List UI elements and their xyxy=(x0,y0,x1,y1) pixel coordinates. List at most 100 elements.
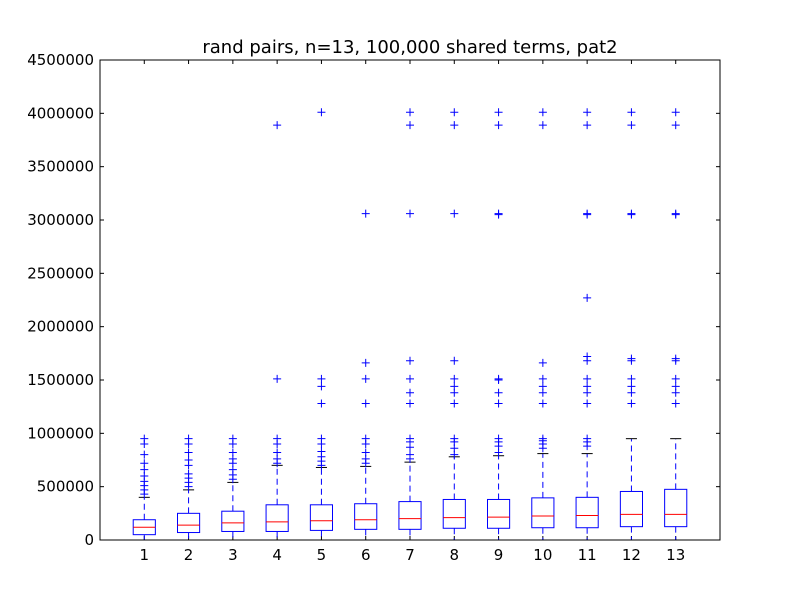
outlier-marker xyxy=(450,108,459,117)
outlier-marker xyxy=(361,448,370,457)
box-iqr xyxy=(442,498,466,529)
y-tick-label: 1000000 xyxy=(27,424,94,442)
outlier-marker xyxy=(671,209,680,218)
outlier-marker xyxy=(627,374,636,383)
outlier-marker xyxy=(583,374,592,383)
box-iqr xyxy=(221,510,245,532)
outlier-marker xyxy=(228,448,237,457)
outlier-marker xyxy=(273,374,282,383)
outlier-marker xyxy=(361,374,370,383)
outlier-marker xyxy=(317,399,326,408)
outlier-marker xyxy=(140,450,149,459)
x-tick-label: 4 xyxy=(272,546,282,564)
plot-area: 0 500000 1000000 1500000 2000000 2500000 30000… xyxy=(27,51,720,564)
outlier-marker xyxy=(406,121,414,130)
outlier-marker xyxy=(317,447,326,456)
outlier-marker xyxy=(406,388,414,397)
x-tick-label: 2 xyxy=(184,546,194,564)
outlier-marker xyxy=(450,434,459,443)
outlier-marker xyxy=(538,382,547,391)
outlier-marker xyxy=(494,108,503,117)
outlier-marker xyxy=(671,399,680,408)
y-tick-label: 500000 xyxy=(37,478,94,496)
box-iqr xyxy=(531,497,555,529)
outlier-marker xyxy=(538,374,547,383)
outlier-marker xyxy=(583,209,592,218)
box-iqr xyxy=(398,501,422,530)
outlier-marker xyxy=(406,434,414,443)
outlier-marker xyxy=(627,354,636,363)
y-tick-label: 3000000 xyxy=(27,211,94,229)
outlier-marker xyxy=(317,374,326,383)
outlier-marker xyxy=(317,108,326,117)
outlier-marker xyxy=(671,121,680,130)
outlier-marker xyxy=(361,434,370,443)
outlier-marker xyxy=(538,434,547,443)
box-iqr xyxy=(664,488,688,528)
outlier-marker xyxy=(538,121,547,130)
outlier-marker xyxy=(450,121,459,130)
outlier-marker xyxy=(494,374,503,383)
outlier-marker xyxy=(184,456,193,464)
outlier-marker xyxy=(583,434,592,443)
outlier-marker xyxy=(450,209,459,218)
outlier-marker xyxy=(583,121,592,130)
outlier-marker xyxy=(494,399,503,408)
outlier-marker xyxy=(406,108,414,117)
outlier-marker xyxy=(671,382,680,391)
x-tick-label: 6 xyxy=(361,546,371,564)
x-tick-label: 12 xyxy=(622,546,641,564)
outlier-marker xyxy=(583,399,592,408)
outlier-marker xyxy=(627,108,636,117)
y-tick-label: 0 xyxy=(84,531,94,549)
outlier-marker xyxy=(450,374,459,383)
outlier-marker xyxy=(273,434,282,443)
outlier-marker xyxy=(538,399,547,408)
y-tick-label: 4000000 xyxy=(27,104,94,122)
y-tick-label: 2500000 xyxy=(27,264,94,282)
outlier-marker xyxy=(671,354,680,363)
x-tick-label: 13 xyxy=(666,546,685,564)
x-tick-label: 8 xyxy=(450,546,460,564)
outlier-marker xyxy=(671,374,680,383)
outlier-marker xyxy=(140,434,149,443)
outlier-marker xyxy=(361,209,370,218)
outlier-marker xyxy=(450,356,459,365)
outlier-marker xyxy=(538,358,547,367)
outlier-marker xyxy=(273,448,282,457)
outlier-marker xyxy=(627,382,636,391)
x-tick-label: 9 xyxy=(494,546,504,564)
outlier-marker xyxy=(538,108,547,117)
chart-title: rand pairs, n=13, 100,000 shared terms, … xyxy=(202,37,617,58)
box-iqr xyxy=(177,512,201,534)
outlier-marker xyxy=(273,121,282,130)
outlier-marker xyxy=(361,399,370,408)
outlier-marker xyxy=(184,434,193,443)
box-iqr xyxy=(487,498,511,529)
outlier-marker xyxy=(627,209,636,218)
outlier-marker xyxy=(583,352,592,361)
y-tick-label: 4500000 xyxy=(27,51,94,69)
x-tick-label: 11 xyxy=(578,546,597,564)
outlier-marker xyxy=(494,434,503,443)
box-iqr xyxy=(354,503,378,530)
outlier-marker xyxy=(583,108,592,117)
outlier-marker xyxy=(406,209,414,218)
box-iqr xyxy=(575,496,599,529)
box-iqr xyxy=(309,504,334,531)
x-tick-label: 3 xyxy=(228,546,238,564)
y-tick-label: 1500000 xyxy=(27,371,94,389)
outlier-marker xyxy=(361,358,370,367)
outlier-marker xyxy=(494,388,503,397)
outlier-marker xyxy=(627,399,636,408)
plot-frame xyxy=(99,59,721,541)
outlier-marker xyxy=(317,434,326,443)
outlier-marker xyxy=(184,469,193,478)
outlier-marker xyxy=(406,450,414,459)
y-tick-label: 2000000 xyxy=(27,318,94,336)
outlier-marker xyxy=(140,459,149,468)
outlier-marker xyxy=(583,293,592,302)
outlier-marker xyxy=(406,374,414,383)
